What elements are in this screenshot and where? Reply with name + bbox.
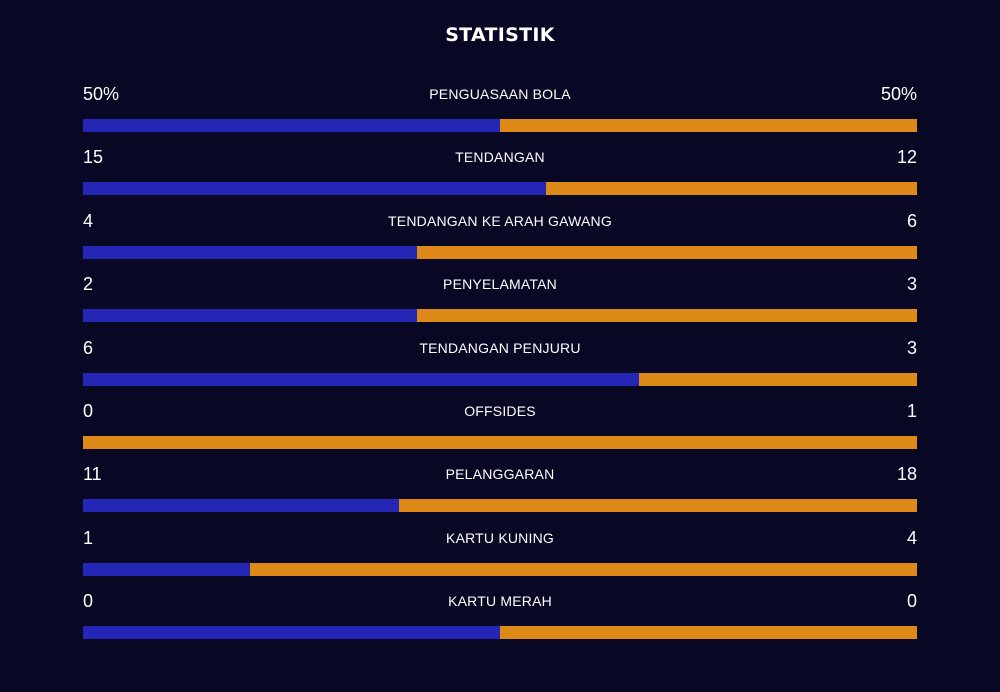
stat-right-value: 6	[906, 210, 917, 231]
stat-row-shots-on-target: 4 TENDANGAN KE ARAH GAWANG 6	[83, 209, 917, 272]
stat-right-value: 4	[906, 527, 917, 548]
stat-left-value: 50%	[83, 84, 120, 104]
stat-left-value: 2	[83, 274, 94, 295]
away-bar-segment	[399, 499, 917, 513]
stat-left-value: 0	[83, 591, 94, 612]
stat-label: KARTU MERAH	[448, 593, 552, 610]
comparison-bar	[83, 182, 917, 196]
stat-left-value: 4	[83, 210, 94, 231]
stat-left-value: 1	[83, 527, 94, 548]
away-bar-segment	[416, 245, 917, 259]
stats-list: 50% PENGUASAAN BOLA 50% 15 TENDANGAN 1 2 …	[83, 82, 917, 653]
away-bar-segment	[416, 309, 917, 323]
stat-right-value: 0	[906, 591, 917, 612]
away-bar-segment	[546, 182, 917, 196]
stat-right-value: 50%	[880, 84, 917, 104]
comparison-bar	[83, 119, 917, 132]
comparison-bar	[83, 562, 917, 576]
stat-label: TENDANGAN KE ARAH GAWANG	[388, 212, 612, 229]
away-bar-segment	[500, 626, 917, 640]
stat-row-fouls: 11 PELANGGARAN 18	[83, 462, 917, 525]
stat-right-value: 3	[906, 274, 917, 295]
comparison-bar	[83, 372, 917, 386]
stat-label: PENYELAMATAN	[443, 276, 557, 293]
home-bar-segment	[83, 562, 250, 576]
home-bar-segment	[83, 372, 639, 386]
stat-right-value: 1	[906, 400, 917, 421]
stat-right-value: 18	[896, 464, 917, 485]
comparison-bar	[83, 435, 917, 449]
stat-row-red-cards: 0 KARTU MERAH 0	[83, 589, 917, 652]
home-bar-segment	[83, 245, 417, 259]
home-bar-segment	[83, 626, 500, 640]
stat-label: OFFSIDES	[464, 402, 536, 419]
stat-right-value: 12	[896, 147, 917, 168]
stat-left-value: 0	[83, 400, 94, 421]
stat-row-offsides: 0 OFFSIDES 1	[83, 399, 917, 462]
home-bar-segment	[83, 182, 547, 196]
home-bar-segment	[83, 309, 417, 323]
comparison-bar	[83, 245, 917, 259]
stat-row-yellow-cards: 1 KARTU KUNING 4	[83, 526, 917, 589]
stat-left-value: 15	[83, 147, 104, 168]
comparison-bar	[83, 309, 917, 323]
stat-row-possession: 50% PENGUASAAN BOLA 50%	[83, 82, 917, 145]
stats-title: STATISTIK	[445, 24, 555, 46]
stat-row-corners: 6 TENDANGAN PENJURU 3	[83, 336, 917, 399]
stat-row-saves: 2 PENYELAMATAN 3	[83, 272, 917, 335]
comparison-bar	[83, 499, 917, 513]
stat-label: TENDANGAN	[455, 149, 545, 166]
stat-row-shots: 15 TENDANGAN 12	[83, 145, 917, 208]
home-bar-segment	[83, 499, 400, 513]
stat-label: TENDANGAN PENJURU	[419, 339, 581, 356]
home-bar-segment	[83, 119, 500, 132]
stat-left-value: 6	[83, 337, 94, 358]
away-bar-segment	[249, 562, 917, 576]
away-bar-segment	[638, 372, 917, 386]
stat-left-value: 11	[83, 464, 102, 485]
away-bar-segment	[500, 119, 917, 132]
comparison-bar	[83, 626, 917, 640]
stat-label: PENGUASAAN BOLA	[429, 86, 571, 102]
stat-right-value: 3	[906, 337, 917, 358]
stat-label: PELANGGARAN	[445, 466, 555, 483]
stat-label: KARTU KUNING	[446, 529, 554, 546]
away-bar-segment	[83, 435, 917, 449]
